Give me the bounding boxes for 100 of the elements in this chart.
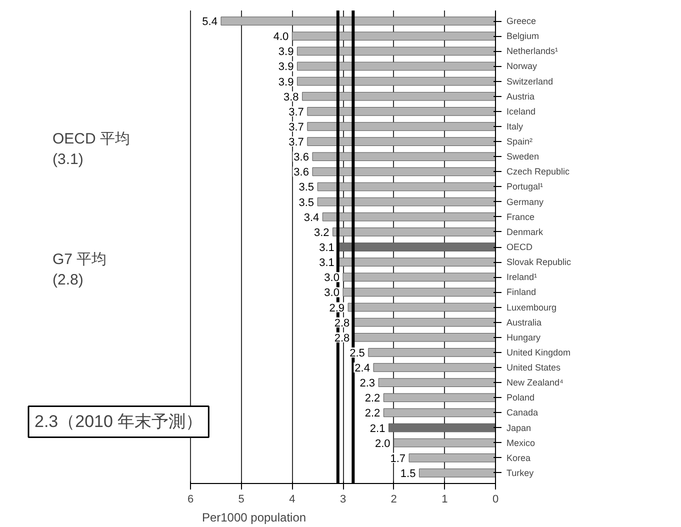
data-label: 2.8 xyxy=(334,332,350,344)
bar xyxy=(312,152,496,162)
bar xyxy=(373,363,496,372)
bar xyxy=(317,197,496,206)
data-label: 3.5 xyxy=(298,182,314,194)
x-tick-label: 4 xyxy=(289,494,296,506)
data-label: 3.7 xyxy=(288,121,304,134)
y-tick-label: Belgium xyxy=(506,31,540,42)
x-tick-label: 2 xyxy=(390,494,397,506)
y-tick-label: Mexico xyxy=(506,438,536,448)
y-tick-label: Czech Republic xyxy=(506,166,570,177)
bar xyxy=(342,288,496,297)
y-tick-label: Italy xyxy=(506,121,524,132)
y-tick-label: New Zealand⁴ xyxy=(506,378,564,388)
x-tick-label: 6 xyxy=(187,494,194,506)
data-label: 3.1 xyxy=(319,242,334,254)
data-label: 2.3 xyxy=(360,378,376,390)
bar xyxy=(317,182,496,192)
y-tick-label: Greece xyxy=(506,16,536,26)
bar xyxy=(383,408,496,418)
y-tick-label: OECD xyxy=(506,242,534,252)
bar xyxy=(338,242,496,252)
y-tick-label: Denmark xyxy=(506,226,544,237)
y-tick-label: Sweden xyxy=(506,152,540,162)
bar xyxy=(322,212,496,222)
y-tick-label: Norway xyxy=(506,61,538,72)
bar xyxy=(408,454,496,462)
data-label: 3.4 xyxy=(304,212,320,224)
data-label: 3.1 xyxy=(319,257,334,270)
data-label: 3.5 xyxy=(298,196,314,209)
x-tick-label: 0 xyxy=(492,494,499,506)
data-label: 2.4 xyxy=(354,362,370,375)
y-tick-label: Slovak Republic xyxy=(506,257,572,268)
y-tick-label: Turkey xyxy=(506,468,534,478)
bar xyxy=(352,318,496,327)
data-label: 3.9 xyxy=(278,61,294,74)
data-label: 2.2 xyxy=(364,392,380,405)
data-label: 3.2 xyxy=(314,226,330,239)
y-tick-label: United States xyxy=(506,362,562,373)
bar xyxy=(307,122,496,131)
bar xyxy=(297,46,496,56)
bar xyxy=(220,16,496,26)
data-label: 4.0 xyxy=(273,31,289,44)
bar xyxy=(352,332,496,342)
x-tick-label: 1 xyxy=(442,494,448,506)
data-label: 2.2 xyxy=(364,408,380,420)
bar xyxy=(348,302,496,312)
data-label: 1.7 xyxy=(390,452,406,465)
y-tick-label: Luxembourg xyxy=(506,302,557,312)
bar xyxy=(378,378,496,387)
data-label: 2.1 xyxy=(370,422,386,435)
y-tick-label: France xyxy=(506,212,535,222)
bar xyxy=(342,272,496,282)
bar xyxy=(302,92,496,101)
bar xyxy=(292,32,496,40)
y-tick-label: Iceland xyxy=(506,106,536,116)
data-label: 3.8 xyxy=(284,91,299,104)
y-tick-label: Portugal¹ xyxy=(506,182,544,192)
data-label: 3.9 xyxy=(278,46,294,58)
y-tick-label: Australia xyxy=(506,317,542,328)
x-tick-label: 3 xyxy=(340,494,346,506)
data-label: 3.0 xyxy=(324,287,340,300)
y-tick-label: Netherlands¹ xyxy=(506,46,558,56)
bar xyxy=(312,167,496,176)
data-label: 2.9 xyxy=(329,302,345,314)
x-tick-label: 5 xyxy=(238,494,244,506)
bar xyxy=(307,107,496,116)
data-label: 3.0 xyxy=(324,272,340,284)
y-tick-label: Japan xyxy=(506,422,532,433)
y-tick-label: Canada xyxy=(506,408,538,418)
y-tick-label: Hungary xyxy=(506,332,542,342)
bar xyxy=(297,62,496,71)
bar xyxy=(388,423,496,432)
bar xyxy=(419,468,496,478)
bar xyxy=(338,258,496,266)
data-label: 3.9 xyxy=(278,76,294,88)
y-tick-label: Spain² xyxy=(506,136,533,147)
data-label: 2.8 xyxy=(334,317,350,330)
y-tick-label: Germany xyxy=(506,196,544,207)
bar xyxy=(383,393,496,402)
bar xyxy=(394,438,496,448)
data-label: 2.5 xyxy=(350,347,365,360)
y-tick-label: Ireland¹ xyxy=(506,272,538,282)
x-axis-title: Per1000 population xyxy=(202,510,306,524)
bar xyxy=(332,228,496,236)
text: G7 平均 (2.8) xyxy=(52,250,107,288)
bar xyxy=(368,348,496,357)
y-tick-label: Switzerland xyxy=(506,76,554,86)
bar xyxy=(297,76,496,86)
y-tick-label: Austria xyxy=(506,91,535,102)
bar xyxy=(307,137,496,146)
data-label: 2.0 xyxy=(375,438,390,450)
y-tick-label: Poland xyxy=(506,392,535,403)
y-tick-label: Korea xyxy=(506,452,531,463)
data-label: 5.4 xyxy=(202,16,218,28)
y-tick-label: Finland xyxy=(506,287,536,298)
data-label: 1.5 xyxy=(400,468,416,480)
text: OECD 平均 (3.1) xyxy=(52,130,130,168)
data-label: 3.6 xyxy=(294,166,309,179)
data-label: 3.6 xyxy=(294,152,309,164)
